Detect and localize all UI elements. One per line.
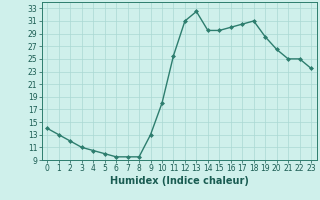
X-axis label: Humidex (Indice chaleur): Humidex (Indice chaleur) (110, 176, 249, 186)
